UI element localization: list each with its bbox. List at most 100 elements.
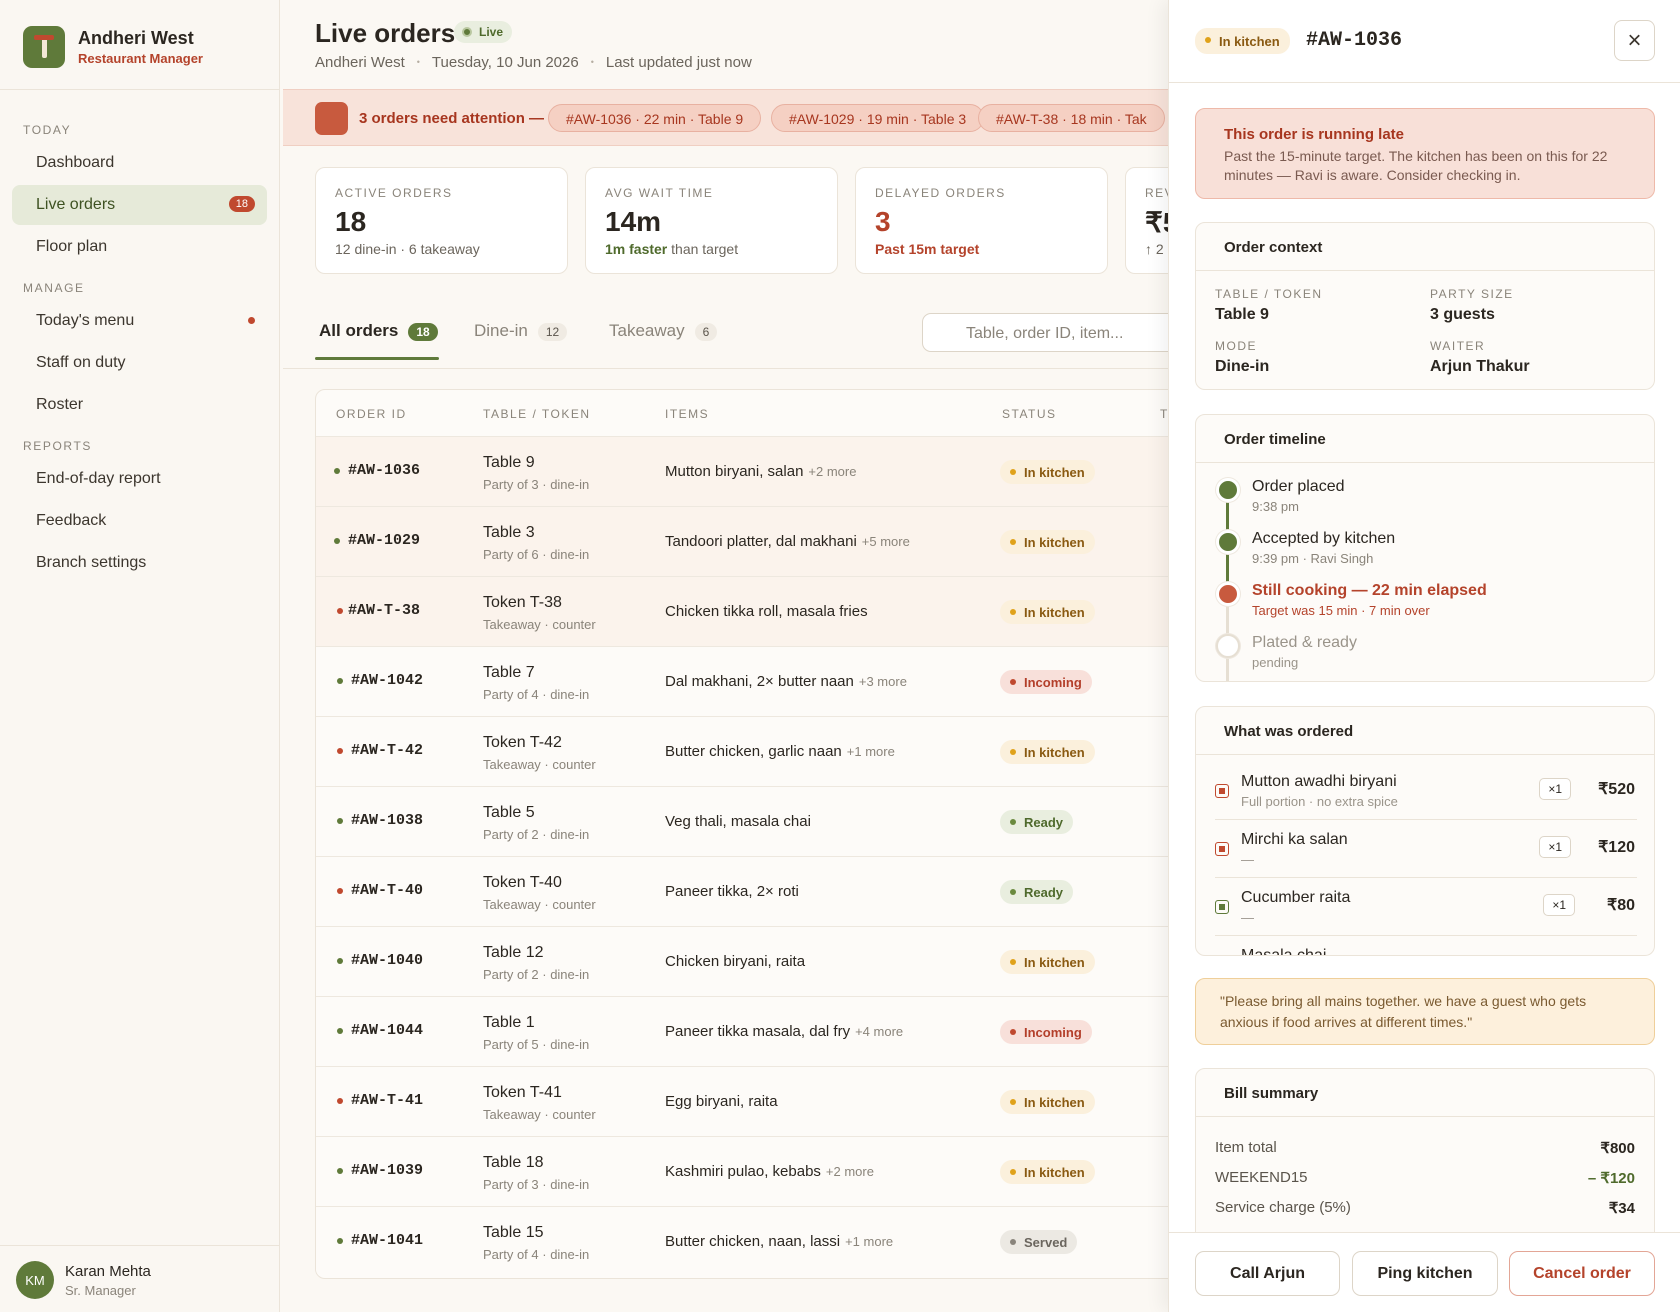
- column-header: TABLE / TOKEN: [483, 407, 591, 421]
- stat-value: ₹5: [1145, 207, 1168, 238]
- nav-item[interactable]: Dashboard: [12, 143, 267, 183]
- table-sub: Takeaway · counter: [483, 757, 596, 772]
- nav-label: Branch settings: [36, 554, 147, 571]
- order-row[interactable]: #AW-1041 Table 15 Party of 4 · dine-in Butt…: [316, 1206, 1168, 1276]
- nav-item[interactable]: Today's menu: [12, 301, 267, 341]
- bill-value: ₹800: [1600, 1140, 1635, 1157]
- nav-item[interactable]: End-of-day report: [12, 459, 267, 499]
- user-role: Sr. Manager: [65, 1283, 136, 1298]
- attention-chip[interactable]: #AW-T-38 · 18 min · Tak: [978, 104, 1165, 132]
- section-title: TODAY: [23, 123, 72, 137]
- status-badge: In kitchen: [1000, 460, 1095, 484]
- card-title: Order timeline: [1196, 415, 1654, 463]
- order-id: #AW-T-41: [351, 1092, 424, 1109]
- timeline-dot: [1216, 530, 1240, 554]
- items-text: Egg biryani, raita: [665, 1093, 778, 1110]
- tab-count: 12: [537, 323, 568, 341]
- nav-item[interactable]: Floor plan: [12, 227, 267, 267]
- tab-underline: [315, 357, 439, 360]
- item-note: Full portion · no extra spice: [1241, 794, 1398, 809]
- bill-label: Item total: [1215, 1139, 1277, 1156]
- card-title: What was ordered: [1196, 707, 1654, 755]
- items-text: Mutton biryani, salan: [665, 463, 804, 480]
- row-dot: [334, 468, 340, 474]
- tab[interactable]: Dine-in 12: [474, 321, 568, 341]
- order-row[interactable]: #AW-1044 Table 1 Party of 5 · dine-in Panee…: [316, 996, 1168, 1066]
- order-row[interactable]: #AW-1038 Table 5 Party of 2 · dine-in Veg t…: [316, 786, 1168, 856]
- attention-chip[interactable]: #AW-1036 · 22 min · Table 9: [548, 104, 762, 132]
- table-name: Table 15: [483, 1224, 544, 1241]
- items: Tandoori platter, dal makhani +5 more: [665, 533, 910, 550]
- action-button[interactable]: Ping kitchen: [1352, 1251, 1498, 1296]
- order-row[interactable]: #AW-1036 Table 9 Party of 3 · dine-in Mutto…: [316, 436, 1168, 506]
- order-row[interactable]: #AW-1042 Table 7 Party of 4 · dine-in Dal m…: [316, 646, 1168, 716]
- nav-label: Feedback: [36, 512, 107, 529]
- timeline-card: Order timeline Order placed 9:38 pm Accepte…: [1195, 414, 1655, 682]
- stat-value: 14m: [605, 206, 662, 237]
- action-button[interactable]: Cancel order: [1509, 1251, 1655, 1296]
- stat-label: ACTIVE ORDERS: [335, 186, 453, 200]
- nav-item[interactable]: Feedback: [12, 501, 267, 541]
- ordered-card: What was ordered Mutton awadhi biryani Ful…: [1195, 706, 1655, 956]
- nav-item[interactable]: Staff on duty: [12, 343, 267, 383]
- late-alert: This order is running late Past the 15-mi…: [1195, 108, 1655, 199]
- order-id: #AW-T-42: [351, 742, 424, 759]
- items-more: +3 more: [858, 674, 907, 689]
- items: Veg thali, masala chai: [665, 813, 811, 830]
- status-badge: In kitchen: [1195, 28, 1290, 54]
- item-note: —: [1241, 910, 1254, 925]
- order-row[interactable]: #AW-1039 Table 18 Party of 3 · dine-in Kash…: [316, 1136, 1168, 1206]
- items: Mutton biryani, salan +2 more: [665, 463, 856, 480]
- row-dot: [337, 1168, 343, 1174]
- stat-label: DELAYED ORDERS: [875, 186, 1006, 200]
- table-name: Token T-40: [483, 874, 562, 891]
- status-badge: Ready: [1000, 810, 1074, 834]
- step-title: Still cooking — 22 min elapsed: [1252, 582, 1487, 599]
- field-value: Table 9: [1215, 306, 1269, 323]
- row-dot: [334, 538, 340, 544]
- items-more: +2 more: [825, 1164, 874, 1179]
- attention-chip[interactable]: #AW-1029 · 19 min · Table 3: [771, 104, 985, 132]
- timeline-dot: [1216, 582, 1240, 606]
- brand-name: Andheri West: [78, 28, 194, 48]
- bill-value: – ₹120: [1587, 1170, 1635, 1187]
- tab[interactable]: Takeaway 6: [609, 321, 718, 341]
- veg-mark: [1215, 784, 1229, 798]
- items-text: Veg thali, masala chai: [665, 813, 811, 830]
- order-panel: In kitchen #AW-1036 × This order is running…: [1168, 0, 1680, 1312]
- stat-sub: 1m faster than target: [605, 241, 738, 257]
- table-name: Token T-38: [483, 594, 562, 611]
- item-qty: ×1: [1539, 778, 1571, 800]
- nav-item[interactable]: Branch settings: [12, 543, 267, 583]
- order-row[interactable]: #AW-T-42 Token T-42 Takeaway · counter Butt…: [316, 716, 1168, 786]
- status-badge: In kitchen: [1000, 950, 1095, 974]
- live-badge: Live: [454, 21, 513, 43]
- items-more: +1 more: [845, 1234, 894, 1249]
- items-more: +2 more: [808, 464, 857, 479]
- items-text: Butter chicken, garlic naan: [665, 743, 842, 760]
- avatar: KM: [16, 1261, 54, 1299]
- table-sub: Party of 4 · dine-in: [483, 1247, 590, 1262]
- action-button[interactable]: Call Arjun: [1195, 1251, 1340, 1296]
- order-row[interactable]: #AW-1029 Table 3 Party of 6 · dine-in Tando…: [316, 506, 1168, 576]
- nav-label: Dashboard: [36, 154, 115, 171]
- order-row[interactable]: #AW-T-41 Token T-41 Takeaway · counter Egg …: [316, 1066, 1168, 1136]
- stat-card: AVG WAIT TIME 14m 1m faster than target: [585, 167, 838, 274]
- search[interactable]: Table, order ID, item...: [922, 313, 1168, 352]
- order-row[interactable]: #AW-T-38 Token T-38 Takeaway · counter Chic…: [316, 576, 1168, 646]
- row-dot: [337, 608, 343, 614]
- order-row[interactable]: #AW-1040 Table 12 Party of 2 · dine-in Chic…: [316, 926, 1168, 996]
- table-sub: Takeaway · counter: [483, 1107, 596, 1122]
- nav-item[interactable]: Roster: [12, 385, 267, 425]
- stat-value: 3: [875, 206, 891, 237]
- order-row[interactable]: #AW-T-40 Token T-40 Takeaway · counter Pane…: [316, 856, 1168, 926]
- items-text: Kashmiri pulao, kebabs: [665, 1163, 821, 1180]
- tab[interactable]: All orders 18: [319, 321, 438, 341]
- items-text: Chicken biryani, raita: [665, 953, 806, 970]
- nav-dot: [248, 317, 255, 324]
- nav-item[interactable]: Live orders 18: [12, 185, 267, 225]
- close-button[interactable]: ×: [1614, 20, 1655, 61]
- alert-text: Past the 15-minute target. The kitchen h…: [1224, 148, 1608, 183]
- items-text: Tandoori platter, dal makhani: [665, 533, 857, 550]
- order-id: #AW-T-38: [348, 602, 421, 619]
